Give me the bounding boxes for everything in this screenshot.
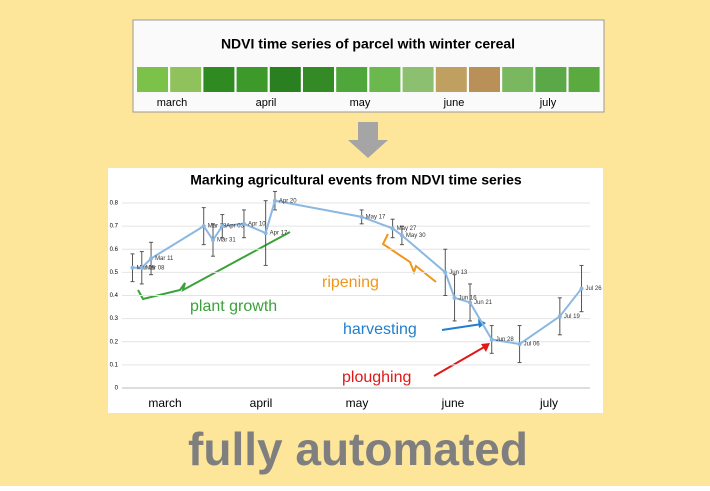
slide: NDVI time series of parcel with winter c… [0, 0, 710, 486]
month-label: june [443, 97, 465, 109]
point-label: Mar 11 [155, 256, 174, 262]
point [211, 238, 215, 242]
month-label: april [256, 97, 277, 109]
chart-title: Marking agricultural events from NDVI ti… [190, 172, 522, 188]
point-label: Mar 08 [146, 265, 165, 271]
point-label: Apr 17 [270, 231, 288, 237]
point [580, 287, 584, 291]
point [558, 314, 562, 318]
down-arrow [348, 122, 388, 158]
y-tick-label: 0.5 [110, 270, 119, 276]
x-tick-label: april [250, 396, 273, 410]
thumbnail [369, 67, 400, 92]
annotation: ploughing [342, 369, 411, 386]
month-label: march [157, 97, 188, 109]
x-tick-label: june [441, 396, 465, 410]
point [220, 224, 224, 228]
thumbnail [569, 67, 600, 92]
x-tick-label: may [346, 396, 369, 410]
y-tick-label: 0.2 [110, 339, 119, 345]
point-label: Jul 06 [524, 342, 541, 348]
point-label: May 17 [366, 214, 386, 220]
point [391, 226, 395, 230]
y-tick-label: 0.8 [110, 201, 119, 207]
thumbnail [436, 67, 467, 92]
point [400, 233, 404, 237]
month-label: july [539, 97, 557, 109]
footer: fully automated [188, 423, 528, 475]
thumbnail [403, 67, 434, 92]
point [149, 257, 153, 261]
point [273, 199, 277, 203]
point-label: Jul 19 [564, 314, 581, 320]
point [490, 337, 494, 341]
point-label: Jun 21 [474, 300, 493, 306]
point [468, 300, 472, 304]
thumbnail [502, 67, 533, 92]
point [202, 224, 206, 228]
point-label: May 30 [406, 233, 426, 239]
x-tick-label: july [539, 396, 558, 410]
thumbnail [303, 67, 334, 92]
point [453, 296, 457, 300]
thumbnail [270, 67, 301, 92]
thumbnail [237, 67, 268, 92]
point-label: Jul 26 [586, 286, 603, 292]
point-label: Apr 10 [248, 221, 266, 227]
month-label: may [350, 97, 371, 109]
point-label: Mar 31 [217, 238, 236, 244]
top-title: NDVI time series of parcel with winter c… [221, 36, 515, 52]
point [518, 342, 522, 346]
x-tick-label: march [148, 396, 181, 410]
point [360, 215, 364, 219]
thumbnail [170, 67, 201, 92]
point-label: Jun 28 [496, 337, 515, 343]
annotation: plant growth [190, 298, 277, 315]
annotation: harvesting [343, 321, 417, 338]
point-label: Jun 13 [449, 270, 468, 276]
point [242, 222, 246, 226]
point-label: May 27 [397, 226, 417, 232]
thumbnail [137, 67, 168, 92]
thumbnail [469, 67, 500, 92]
thumbnail [203, 67, 234, 92]
point-label: Apr 03 [226, 224, 244, 230]
y-tick-label: 0.7 [110, 224, 119, 230]
y-tick-label: 0.3 [110, 316, 119, 322]
y-tick-label: 0.1 [110, 362, 119, 368]
annotation: ripening [322, 274, 379, 291]
thumbnail [535, 67, 566, 92]
point [443, 270, 447, 274]
thumbnail [336, 67, 367, 92]
y-tick-label: 0.4 [110, 293, 119, 299]
canvas: NDVI time series of parcel with winter c… [0, 0, 710, 486]
point [140, 266, 144, 270]
point [130, 266, 134, 270]
point [264, 231, 268, 235]
y-tick-label: 0.6 [110, 247, 119, 253]
point-label: Apr 20 [279, 198, 297, 204]
